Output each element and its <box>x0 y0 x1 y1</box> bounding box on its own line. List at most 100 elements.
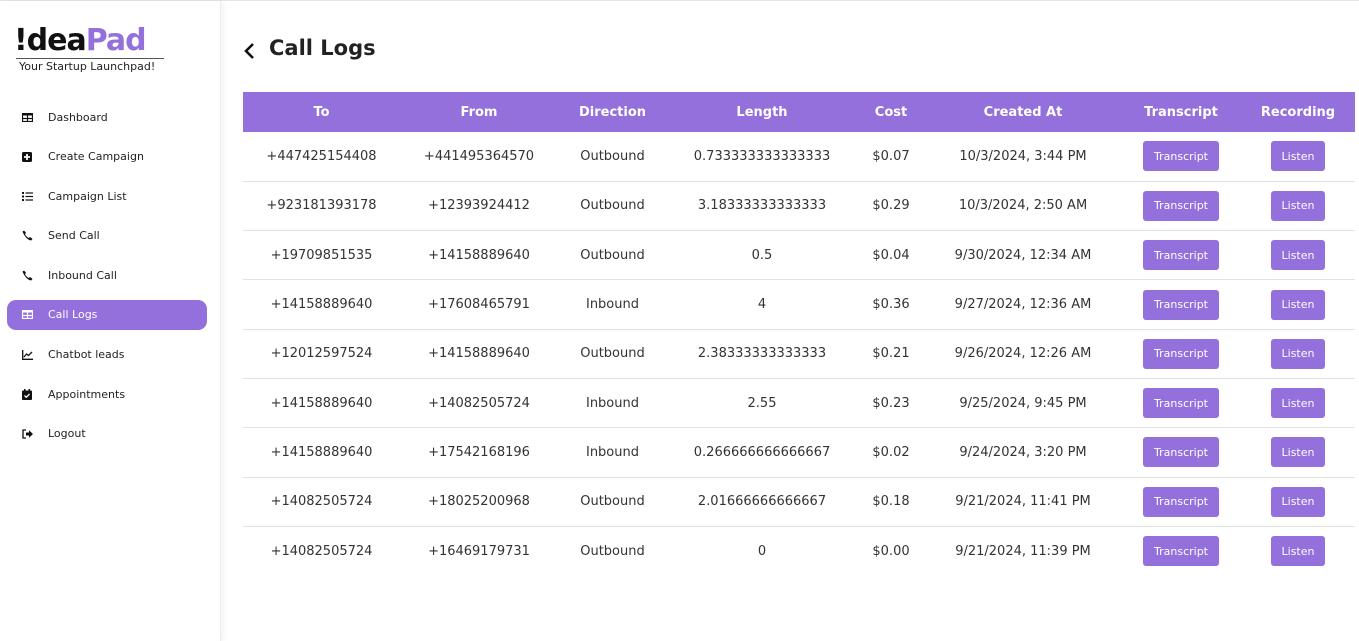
table-row: +14158889640 +14082505724 Inbound 2.55 $0.23… <box>243 378 1355 429</box>
created-at-cell: 9/25/2024, 9:45 PM <box>925 378 1121 429</box>
sidebar: !deaPad Your Startup Launchpad! Dashboar… <box>0 1 221 641</box>
sidebar-item-label: Send Call <box>48 229 100 243</box>
cost-cell: $0.07 <box>857 132 925 182</box>
direction-cell: Inbound <box>558 427 667 478</box>
listen-cell: Listen <box>1241 329 1355 379</box>
transcript-cell: Transcript <box>1121 427 1241 478</box>
from-cell: +14158889640 <box>400 230 558 281</box>
sidebar-item-chatbot-leads[interactable]: Chatbot leads <box>7 340 207 370</box>
sidebar-item-inbound-call[interactable]: Inbound Call <box>7 260 207 290</box>
created-at-cell: 9/24/2024, 3:20 PM <box>925 427 1121 478</box>
length-cell: 0.266666666666667 <box>667 427 857 478</box>
listen-button[interactable]: Listen <box>1270 486 1326 517</box>
listen-cell: Listen <box>1241 427 1355 478</box>
listen-button[interactable]: Listen <box>1270 289 1326 320</box>
direction-cell: Outbound <box>580 543 645 559</box>
listen-button[interactable]: Listen <box>1270 240 1326 271</box>
column-header-recording: Recording <box>1241 92 1355 132</box>
listen-button[interactable]: Listen <box>1270 536 1326 567</box>
from-cell: +14158889640 <box>400 329 558 379</box>
transcript-button[interactable]: Transcript <box>1143 437 1219 468</box>
listen-button[interactable]: Listen <box>1270 190 1326 221</box>
to-cell: +14158889640 <box>243 279 400 330</box>
from-cell: +441495364570 <box>400 132 558 182</box>
calendar-check-icon <box>21 388 33 400</box>
column-header-to: To <box>243 92 400 132</box>
column-header-transcript: Transcript <box>1121 92 1241 132</box>
sidebar-nav: Dashboard Create Campaign Campaign List Sen… <box>7 102 207 458</box>
to-cell: +14158889640 <box>243 378 400 429</box>
transcript-button[interactable]: Transcript <box>1143 536 1219 567</box>
sidebar-item-label: Call Logs <box>48 308 98 322</box>
transcript-button[interactable]: Transcript <box>1143 388 1219 419</box>
cost-cell: $0.23 <box>857 378 925 429</box>
transcript-cell: Transcript <box>1121 279 1241 330</box>
transcript-button[interactable]: Transcript <box>1143 486 1219 517</box>
table-icon <box>21 111 33 123</box>
table-row: +14082505724 +16469179731 Outbound 0 $0.00 9/… <box>243 526 1355 575</box>
sidebar-item-send-call[interactable]: Send Call <box>7 221 207 251</box>
transcript-cell: Transcript <box>1121 132 1241 182</box>
table-row: +14158889640 +17608465791 Inbound 4 $0.36 9/2… <box>243 279 1355 330</box>
from-cell: +17542168196 <box>400 427 558 478</box>
sidebar-item-appointments[interactable]: Appointments <box>7 379 207 409</box>
listen-cell: Listen <box>1241 230 1355 281</box>
column-header-cost: Cost <box>857 92 925 132</box>
logo[interactable]: !deaPad Your Startup Launchpad! <box>14 25 166 73</box>
phone-icon <box>21 230 33 242</box>
from-cell: +14082505724 <box>400 378 558 429</box>
length-cell: 3.18333333333333 <box>667 181 857 232</box>
listen-button[interactable]: Listen <box>1270 388 1326 419</box>
transcript-cell: Transcript <box>1121 378 1241 429</box>
transcript-cell: Transcript <box>1121 181 1241 232</box>
transcript-button[interactable]: Transcript <box>1143 338 1219 369</box>
direction-cell: Inbound <box>558 378 667 429</box>
listen-button[interactable]: Listen <box>1270 437 1326 468</box>
cost-cell: $0.36 <box>857 279 925 330</box>
transcript-button[interactable]: Transcript <box>1143 289 1219 320</box>
logo-tagline: Your Startup Launchpad! <box>19 60 156 73</box>
column-header-from: From <box>400 92 558 132</box>
listen-cell: Listen <box>1241 526 1355 575</box>
length-cell: 2.38333333333333 <box>667 329 857 379</box>
listen-cell: Listen <box>1241 378 1355 429</box>
direction-cell: Outbound <box>558 230 667 281</box>
direction-cell: Outbound <box>558 329 667 379</box>
transcript-button[interactable]: Transcript <box>1143 240 1219 271</box>
back-chevron-icon[interactable] <box>243 41 257 61</box>
sign-out-icon <box>21 428 33 440</box>
column-header-created-at: Created At <box>925 92 1121 132</box>
to-cell: +12012597524 <box>243 329 400 379</box>
transcript-cell: Transcript <box>1121 477 1241 527</box>
direction-cell: Inbound <box>558 279 667 330</box>
to-cell: +923181393178 <box>243 181 400 232</box>
plus-square-icon <box>21 151 33 163</box>
transcript-button[interactable]: Transcript <box>1143 190 1219 221</box>
logo-text-purple: Pad <box>85 23 147 58</box>
sidebar-item-label: Appointments <box>48 387 126 401</box>
transcript-button[interactable]: Transcript <box>1143 141 1219 172</box>
sidebar-item-create-campaign[interactable]: Create Campaign <box>7 142 207 172</box>
sidebar-item-dashboard[interactable]: Dashboard <box>7 102 207 132</box>
cost-cell: $0.29 <box>857 181 925 232</box>
listen-cell: Listen <box>1241 477 1355 527</box>
transcript-cell: Transcript <box>1121 329 1241 379</box>
length-cell: 2.55 <box>667 378 857 429</box>
column-header-length: Length <box>667 92 857 132</box>
to-cell: +14082505724 <box>270 543 373 559</box>
sidebar-item-label: Chatbot leads <box>48 348 125 362</box>
listen-cell: Listen <box>1241 132 1355 182</box>
listen-button[interactable]: Listen <box>1270 338 1326 369</box>
sidebar-item-label: Create Campaign <box>48 150 144 164</box>
created-at-cell: 9/30/2024, 12:34 AM <box>925 230 1121 281</box>
from-cell: +17608465791 <box>400 279 558 330</box>
to-cell: +14082505724 <box>243 477 400 527</box>
sidebar-item-call-logs[interactable]: Call Logs <box>7 299 207 330</box>
from-cell: +12393924412 <box>400 181 558 232</box>
listen-button[interactable]: Listen <box>1270 141 1326 172</box>
sidebar-item-logout[interactable]: Logout <box>7 419 207 449</box>
sidebar-item-campaign-list[interactable]: Campaign List <box>7 181 207 211</box>
cost-cell: $0.02 <box>857 427 925 478</box>
to-cell: +19709851535 <box>243 230 400 281</box>
created-at-cell: 10/3/2024, 2:50 AM <box>925 181 1121 232</box>
